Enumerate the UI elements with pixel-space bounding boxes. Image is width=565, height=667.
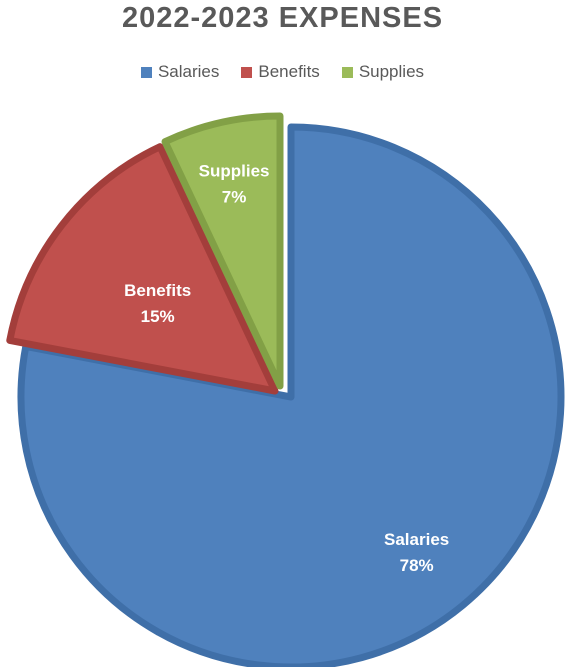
legend-item-benefits: Benefits	[241, 62, 320, 82]
slice-label-salaries-percent: 78%	[400, 556, 434, 575]
legend: Salaries Benefits Supplies	[0, 62, 565, 82]
legend-label-salaries: Salaries	[157, 62, 220, 81]
legend-label-supplies: Supplies	[358, 62, 425, 81]
legend-swatch-benefits	[241, 66, 253, 78]
chart-title: 2022-2023 EXPENSES	[121, 2, 444, 34]
legend-swatch-salaries	[140, 66, 152, 78]
slice-label-supplies-name: Supplies	[199, 161, 270, 180]
slice-label-supplies-percent: 7%	[222, 187, 247, 206]
slice-label-salaries-name: Salaries	[384, 530, 449, 549]
legend-swatch-supplies	[341, 66, 353, 78]
slice-label-benefits-name: Benefits	[124, 281, 191, 300]
legend-item-salaries: Salaries	[140, 62, 220, 82]
legend-item-supplies: Supplies	[341, 62, 425, 82]
legend-label-benefits: Benefits	[258, 62, 320, 81]
pie-slice-benefits	[6, 143, 279, 395]
pie-slice-supplies	[161, 112, 284, 390]
pie-slice-salaries	[17, 123, 565, 667]
slice-label-benefits-percent: 15%	[141, 307, 175, 326]
